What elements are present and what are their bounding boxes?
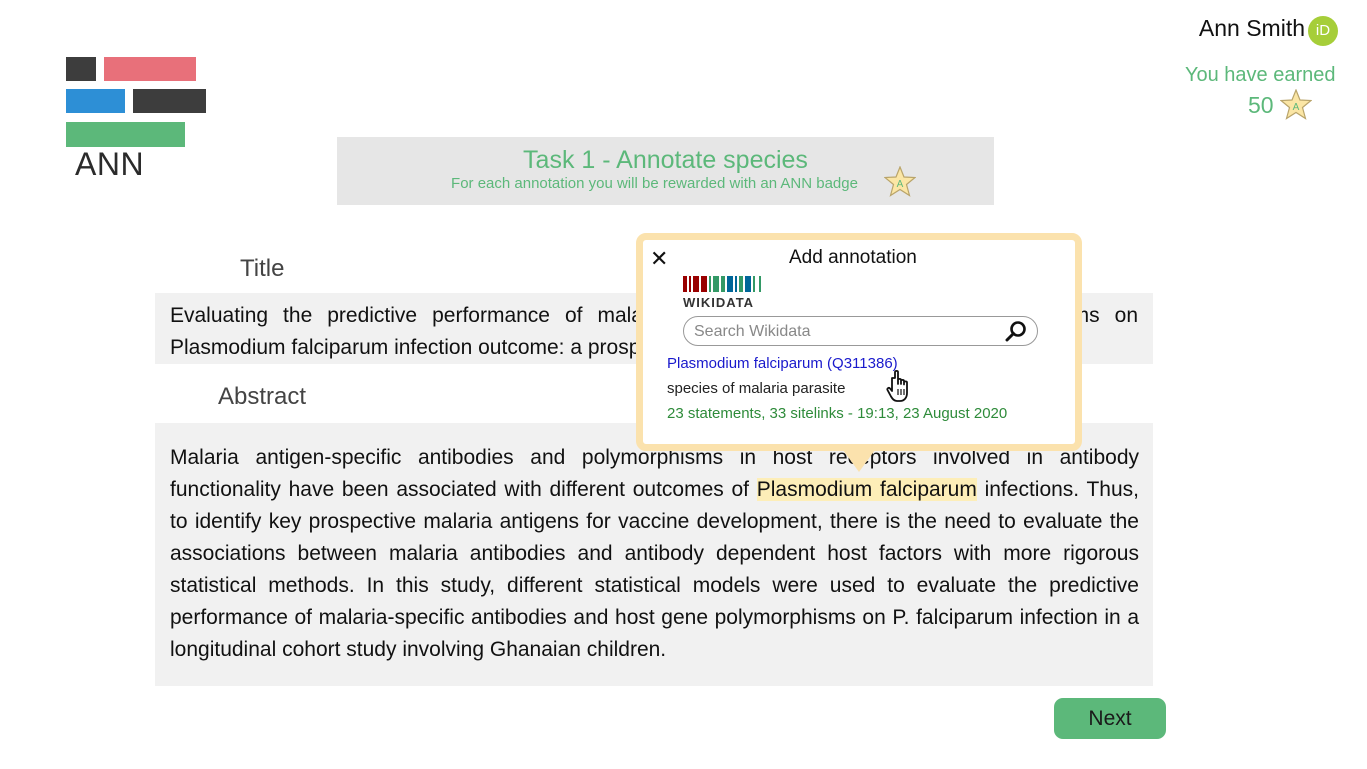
earned-label: You have earned: [1185, 64, 1336, 86]
task-subtitle: For each annotation you will be rewarded…: [451, 175, 858, 192]
next-button[interactable]: Next: [1054, 698, 1166, 739]
annotated-term[interactable]: Plasmodium falciparum: [756, 478, 977, 501]
search-icon[interactable]: [1005, 320, 1027, 342]
badge-letter: A: [1293, 102, 1300, 113]
logo-block: [104, 57, 196, 81]
popup-title: Add annotation: [789, 247, 917, 268]
hand-cursor-icon: [886, 369, 908, 402]
search-result-description: species of malaria parasite: [667, 380, 846, 397]
abstract-text-part: Malaria antigen-specific antibodies and …: [170, 446, 1139, 501]
abstract-text: Malaria antigen-specific antibodies and …: [170, 442, 1139, 666]
task-title: Task 1 - Annotate species: [523, 146, 808, 174]
abstract-text-part: infections. Thus, to identify key prospe…: [170, 478, 1139, 661]
badge-star-icon: A: [884, 166, 916, 197]
wikidata-logo-icon: [683, 276, 761, 292]
close-icon[interactable]: ✕: [650, 246, 669, 271]
orcid-icon[interactable]: iD: [1308, 16, 1338, 46]
logo-block: [66, 89, 125, 113]
task-banner: Task 1 - Annotate species For each annot…: [337, 137, 994, 205]
logo-block: [66, 122, 185, 147]
logo-block: [133, 89, 206, 113]
user-name[interactable]: Ann Smith: [1198, 15, 1305, 41]
search-input[interactable]: [692, 318, 996, 346]
popup-pointer: [843, 450, 875, 472]
wikidata-wordmark: WIKIDATA: [683, 295, 755, 310]
earned-count: 50: [1248, 92, 1274, 118]
abstract-heading: Abstract: [218, 383, 307, 410]
badge-letter: A: [897, 179, 904, 190]
search-result-meta: 23 statements, 33 sitelinks - 19:13, 23 …: [667, 405, 1008, 422]
abstract-panel: [155, 423, 1153, 686]
title-heading: Title: [240, 255, 285, 282]
logo-block: [66, 57, 96, 81]
badge-star-icon: A: [1280, 89, 1312, 120]
search-result-link[interactable]: Plasmodium falciparum (Q311386): [667, 355, 898, 372]
logo-text: ANN: [75, 146, 145, 182]
